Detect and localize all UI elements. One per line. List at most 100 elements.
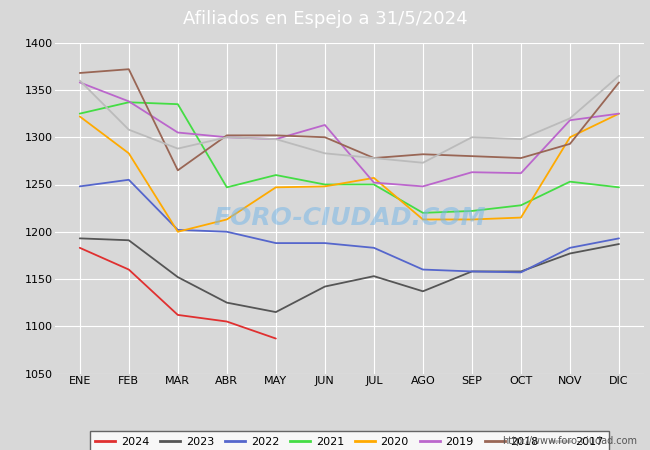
2017 bbox=[76, 78, 84, 83]
2020 bbox=[566, 135, 574, 140]
2022 bbox=[517, 270, 525, 275]
2018 bbox=[272, 133, 280, 138]
2023 bbox=[615, 241, 623, 247]
2017 bbox=[566, 116, 574, 121]
2021 bbox=[174, 101, 182, 107]
2019 bbox=[468, 170, 476, 175]
2021 bbox=[468, 208, 476, 214]
2023 bbox=[76, 236, 84, 241]
Line: 2019: 2019 bbox=[80, 82, 619, 186]
2020 bbox=[468, 217, 476, 222]
2022 bbox=[174, 227, 182, 233]
2019 bbox=[419, 184, 427, 189]
2018 bbox=[468, 153, 476, 159]
2021 bbox=[615, 184, 623, 190]
2020 bbox=[125, 151, 133, 156]
2017 bbox=[419, 160, 427, 166]
Line: 2018: 2018 bbox=[80, 69, 619, 171]
2020 bbox=[370, 175, 378, 180]
2021 bbox=[419, 210, 427, 216]
2018 bbox=[419, 152, 427, 157]
2023 bbox=[125, 238, 133, 243]
2022 bbox=[76, 184, 84, 189]
2023 bbox=[272, 310, 280, 315]
2019 bbox=[566, 117, 574, 123]
Text: FORO-CIUDAD.COM: FORO-CIUDAD.COM bbox=[213, 206, 486, 230]
2022 bbox=[615, 236, 623, 241]
Line: 2024: 2024 bbox=[80, 248, 276, 338]
2023 bbox=[223, 300, 231, 305]
2018 bbox=[174, 168, 182, 173]
2024 bbox=[76, 245, 84, 251]
2024 bbox=[223, 319, 231, 324]
2020 bbox=[321, 184, 329, 189]
2017 bbox=[468, 135, 476, 140]
2017 bbox=[321, 151, 329, 156]
2021 bbox=[321, 182, 329, 187]
2019 bbox=[223, 135, 231, 140]
2023 bbox=[174, 274, 182, 280]
Legend: 2024, 2023, 2022, 2021, 2020, 2019, 2018, 2017: 2024, 2023, 2022, 2021, 2020, 2019, 2018… bbox=[90, 431, 609, 450]
2017 bbox=[223, 135, 231, 140]
2018 bbox=[223, 133, 231, 138]
Line: 2017: 2017 bbox=[80, 76, 619, 163]
2021 bbox=[517, 202, 525, 208]
2020 bbox=[76, 114, 84, 119]
2022 bbox=[272, 240, 280, 246]
2018 bbox=[370, 155, 378, 161]
2017 bbox=[125, 127, 133, 132]
2021 bbox=[370, 182, 378, 187]
2019 bbox=[615, 111, 623, 116]
2022 bbox=[468, 269, 476, 274]
2019 bbox=[76, 80, 84, 85]
Line: 2022: 2022 bbox=[80, 180, 619, 272]
2022 bbox=[566, 245, 574, 251]
2023 bbox=[370, 274, 378, 279]
2021 bbox=[125, 99, 133, 105]
2020 bbox=[517, 215, 525, 220]
2023 bbox=[419, 288, 427, 294]
2018 bbox=[615, 80, 623, 85]
2021 bbox=[76, 111, 84, 116]
2018 bbox=[566, 141, 574, 147]
2021 bbox=[272, 172, 280, 178]
2019 bbox=[125, 99, 133, 104]
2017 bbox=[272, 136, 280, 142]
2018 bbox=[517, 155, 525, 161]
Line: 2023: 2023 bbox=[80, 238, 619, 312]
2021 bbox=[566, 179, 574, 184]
2018 bbox=[321, 135, 329, 140]
2020 bbox=[615, 111, 623, 116]
2024 bbox=[174, 312, 182, 318]
2019 bbox=[370, 180, 378, 185]
2019 bbox=[174, 130, 182, 135]
2022 bbox=[321, 240, 329, 246]
2021 bbox=[223, 184, 231, 190]
2024 bbox=[272, 336, 280, 341]
2017 bbox=[615, 73, 623, 79]
2018 bbox=[125, 67, 133, 72]
2022 bbox=[125, 177, 133, 183]
2023 bbox=[517, 269, 525, 274]
2017 bbox=[370, 155, 378, 161]
2017 bbox=[517, 136, 525, 142]
2022 bbox=[419, 267, 427, 272]
2019 bbox=[321, 122, 329, 128]
2019 bbox=[517, 171, 525, 176]
2020 bbox=[272, 184, 280, 190]
Text: http://www.foro-ciudad.com: http://www.foro-ciudad.com bbox=[502, 436, 637, 446]
Text: Afiliados en Espejo a 31/5/2024: Afiliados en Espejo a 31/5/2024 bbox=[183, 10, 467, 28]
Line: 2020: 2020 bbox=[80, 113, 619, 232]
2019 bbox=[272, 136, 280, 142]
2024 bbox=[125, 267, 133, 272]
2022 bbox=[370, 245, 378, 251]
Line: 2021: 2021 bbox=[80, 102, 619, 213]
2018 bbox=[76, 70, 84, 76]
2023 bbox=[321, 284, 329, 289]
2023 bbox=[566, 251, 574, 256]
2020 bbox=[174, 229, 182, 234]
2023 bbox=[468, 269, 476, 274]
2020 bbox=[419, 217, 427, 222]
2022 bbox=[223, 229, 231, 234]
2017 bbox=[174, 146, 182, 151]
